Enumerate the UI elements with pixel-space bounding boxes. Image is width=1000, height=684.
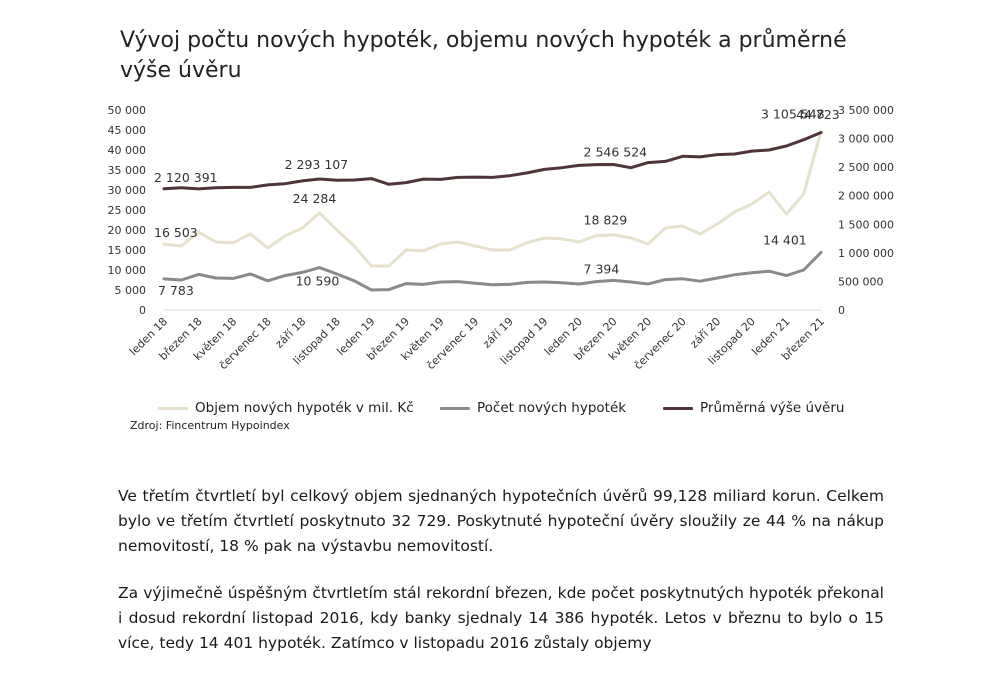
left-axis-tick-label: 50 000 [108, 104, 147, 117]
paragraph-1: Ve třetím čtvrtletí byl celkový objem sj… [118, 487, 884, 555]
legend-label-objem: Objem nových hypoték v mil. Kč [195, 400, 414, 416]
legend-label-pocet: Počet nových hypoték [477, 400, 627, 416]
data-label: 18 829 [584, 213, 628, 228]
right-axis-tick-label: 3 500 000 [838, 104, 894, 117]
legend-label-prumerna: Průměrná výše úvěru [700, 400, 845, 416]
data-label: 24 284 [293, 191, 337, 206]
left-axis-tick-label: 25 000 [108, 204, 147, 217]
legend-item-pocet: Počet nových hypoték [440, 400, 626, 416]
line-chart: 0 5 000 10 000 15 000 20 000 25 000 30 000 35 0… [108, 104, 894, 372]
left-axis-tick-label: 35 000 [108, 164, 147, 177]
data-label: 7 394 [584, 261, 620, 276]
right-axis-tick-label: 2 000 000 [838, 190, 894, 203]
paragraph-2: Za výjimečně úspěšným čtvrtletím stál re… [118, 584, 884, 652]
right-axis-tick-label: 0 [838, 304, 845, 317]
right-axis-tick-label: 1 000 000 [838, 247, 894, 260]
left-axis-tick-label: 20 000 [108, 224, 147, 237]
data-label: 16 503 [154, 225, 198, 240]
left-axis-tick-label: 40 000 [108, 144, 147, 157]
data-label: 2 293 107 [285, 157, 349, 172]
chart-legend: Objem nových hypoték v mil. Kč Počet nov… [158, 400, 878, 418]
series-line-2 [162, 131, 823, 191]
series-line-0 [162, 129, 823, 268]
left-axis-tick-label: 0 [139, 304, 146, 317]
right-axis-tick-label: 1 500 000 [838, 218, 894, 231]
left-axis-tick-label: 30 000 [108, 184, 147, 197]
series-line-1 [162, 250, 823, 292]
chart-title: Vývoj počtu nových hypoték, objemu novýc… [120, 28, 847, 83]
legend-swatch-prumerna [663, 406, 693, 410]
legend-item-objem: Objem nových hypoték v mil. Kč [158, 400, 414, 416]
left-axis-tick-label: 15 000 [108, 244, 147, 257]
data-label: 44 723 [796, 107, 840, 122]
left-axis-tick-label: 45 000 [108, 124, 147, 137]
right-axis-tick-label: 500 000 [838, 275, 884, 288]
data-label: 7 783 [158, 283, 194, 298]
data-label: 2 546 524 [584, 144, 648, 159]
left-axis-tick-label: 10 000 [108, 264, 147, 277]
right-axis-tick-label: 2 500 000 [838, 161, 894, 174]
legend-item-prumerna: Průměrná výše úvěru [663, 400, 844, 416]
data-label: 3 105 548 [761, 107, 825, 122]
data-label: 2 120 391 [154, 170, 218, 185]
legend-swatch-pocet [440, 406, 470, 410]
data-label: 10 590 [296, 274, 340, 289]
left-axis-tick-label: 5 000 [115, 284, 147, 297]
legend-swatch-objem [158, 406, 188, 410]
data-label: 14 401 [763, 232, 807, 247]
right-axis-tick-label: 3 000 000 [838, 133, 894, 146]
chart-source: Zdroj: Fincentrum Hypoindex [130, 419, 290, 432]
